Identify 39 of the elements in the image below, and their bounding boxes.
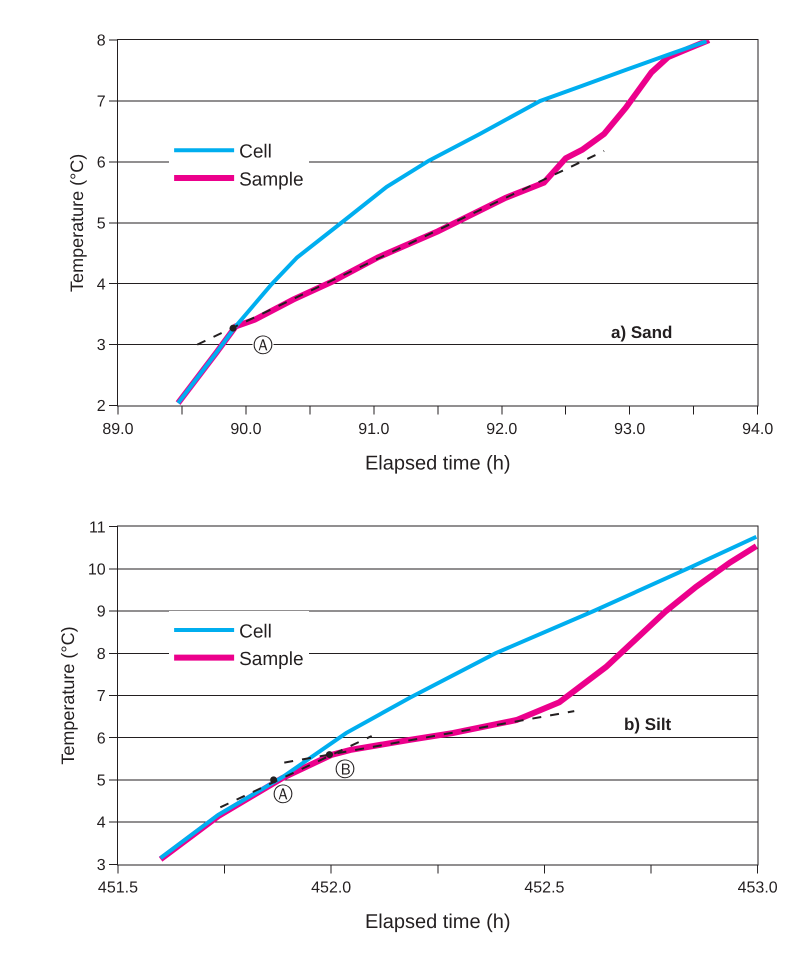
x-tick-label: 89.0 xyxy=(102,420,134,438)
x-tick-label: 452.5 xyxy=(524,880,565,897)
legend-label: Sample xyxy=(239,649,304,670)
y-tick-label: 6 xyxy=(96,154,106,172)
y-axis-title: Temperature (°C) xyxy=(66,154,87,292)
y-tick-label: 8 xyxy=(96,646,106,663)
y-tick-label: 10 xyxy=(88,562,106,579)
text: a) Sand xyxy=(611,323,672,342)
y-tick-label: 7 xyxy=(96,688,106,706)
x-tick-label: 94.0 xyxy=(742,420,774,438)
x-axis-title: Elapsed time (h) xyxy=(364,452,511,474)
y-tick-label: 3 xyxy=(96,856,106,874)
y-axis-title: Temperature (°C) xyxy=(58,626,78,765)
y-tick-label: 8 xyxy=(96,32,106,50)
x-axis-title: Elapsed time (h) xyxy=(364,911,511,934)
x-tick-label: 452.0 xyxy=(311,880,352,897)
y-tick-label: 4 xyxy=(96,814,106,832)
x-tick-label: 91.0 xyxy=(358,420,390,438)
y-tick-label: 2 xyxy=(96,398,106,416)
legend-label: Cell xyxy=(239,142,272,163)
y-tick-label: 5 xyxy=(96,772,106,790)
x-tick-label: 453.0 xyxy=(738,880,778,897)
annotation: Ⓐ xyxy=(253,333,273,357)
y-tick-label: 6 xyxy=(96,730,106,748)
text: b) Silt xyxy=(624,715,672,734)
annotation: Ⓑ xyxy=(335,757,355,781)
x-tick-label: 92.0 xyxy=(486,420,518,438)
legend-label: Sample xyxy=(239,169,304,190)
x-tick-label: 451.5 xyxy=(98,880,138,897)
y-tick-label: 11 xyxy=(89,519,106,536)
y-tick-label: 4 xyxy=(96,276,106,294)
y-tick-label: 3 xyxy=(96,337,106,354)
x-tick-label: 90.0 xyxy=(230,420,262,438)
x-tick-label: 93.0 xyxy=(614,420,646,438)
y-tick-label: 7 xyxy=(96,94,106,111)
y-tick-label: 9 xyxy=(96,604,106,621)
annotation: Ⓐ xyxy=(273,782,293,806)
legend-label: Cell xyxy=(239,621,272,642)
y-tick-label: 5 xyxy=(96,215,106,232)
